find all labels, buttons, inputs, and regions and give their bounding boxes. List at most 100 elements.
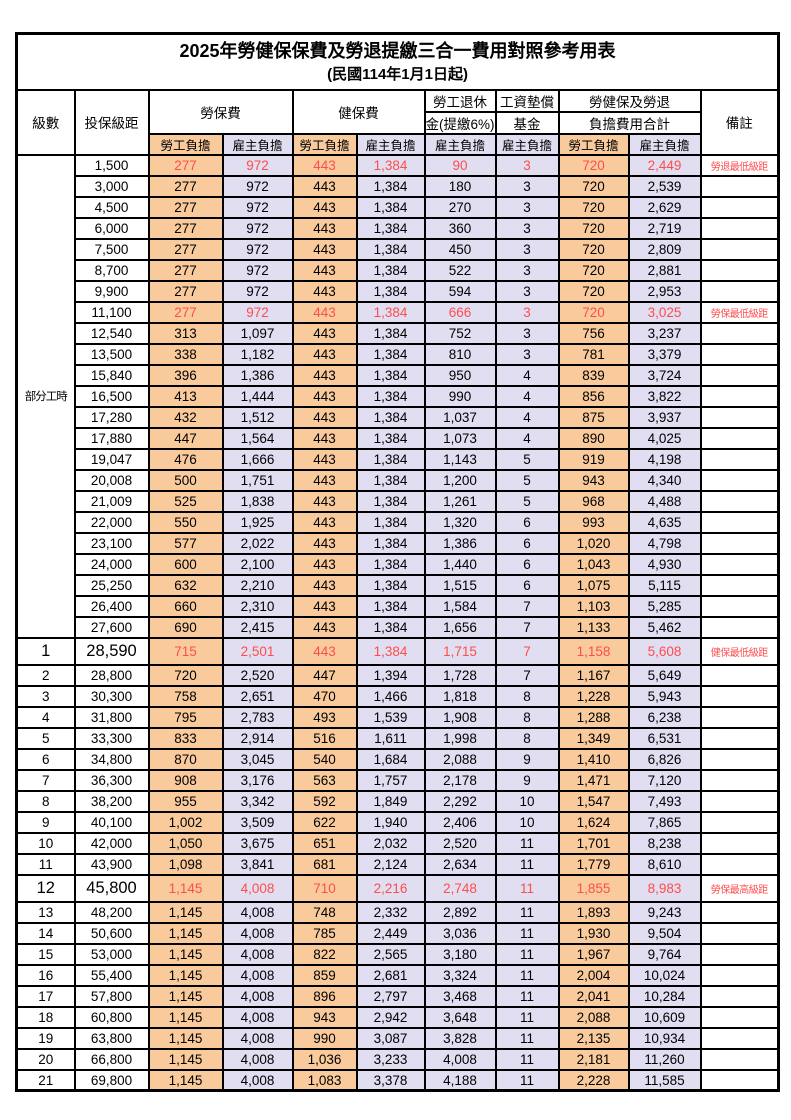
level-cell: 12	[15, 873, 76, 903]
total-employer-cell: 9,764	[627, 942, 702, 966]
pension-employer-cell: 1,440	[423, 552, 497, 576]
level-cell: 3	[15, 684, 76, 708]
pension-employer-cell: 2,634	[423, 852, 497, 876]
health-employer-cell: 2,681	[355, 963, 426, 987]
wage-fund-employer-cell: 10	[494, 789, 560, 813]
table-row: 6,000 277 972 443 1,384 360 3 720 2,719	[17, 216, 780, 240]
remark-cell	[699, 552, 780, 576]
health-employer-cell: 3,378	[355, 1068, 426, 1092]
total-employer-cell: 2,449	[627, 153, 702, 177]
total-employer-cell: 4,930	[627, 552, 702, 576]
remark-cell	[699, 984, 780, 1008]
table-row: 19 63,800 1,145 4,008 990 3,087 3,828 11 2,135 10…	[15, 1026, 780, 1050]
total-employee-cell: 781	[557, 342, 630, 366]
pension-employer-cell: 1,998	[423, 726, 497, 750]
pension-employer-cell: 1,386	[423, 531, 497, 555]
remark-cell	[699, 1026, 780, 1050]
total-employee-cell: 2,135	[557, 1026, 630, 1050]
health-employer-cell: 1,384	[355, 216, 426, 240]
wage-fund-employer-cell: 7	[494, 663, 560, 687]
total-employee-cell: 2,041	[557, 984, 630, 1008]
level-cell: 10	[15, 831, 76, 855]
remark-cell	[699, 342, 780, 366]
health-employer-cell: 1,384	[355, 195, 426, 219]
health-employee-cell: 1,036	[291, 1047, 358, 1071]
pension-employer-cell: 3,648	[423, 1005, 497, 1029]
table-row: 17,280 432 1,512 443 1,384 1,037 4 875 3,937	[17, 405, 780, 429]
health-employer-cell: 1,384	[355, 636, 426, 666]
remark-cell	[699, 768, 780, 792]
labor-employer-cell: 4,008	[221, 942, 294, 966]
remark-cell: 勞保最高級距	[699, 873, 780, 903]
labor-employer-cell: 4,008	[221, 984, 294, 1008]
table-row: 6 34,800 870 3,045 540 1,684 2,088 9 1,410 6,826	[15, 747, 780, 771]
health-employee-cell: 470	[291, 684, 358, 708]
labor-employer-cell: 2,783	[221, 705, 294, 729]
labor-employee-cell: 277	[147, 279, 224, 303]
pension-employer-cell: 4,008	[423, 1047, 497, 1071]
health-employer-cell: 2,332	[355, 900, 426, 924]
labor-employer-cell: 4,008	[221, 1068, 294, 1092]
pension-employer-cell: 1,656	[423, 615, 497, 639]
remark-cell	[699, 468, 780, 492]
remark-cell: 勞保最低級距	[699, 300, 780, 324]
pension-employer-cell: 1,584	[423, 594, 497, 618]
bracket-cell: 63,800	[73, 1026, 150, 1050]
labor-employee-cell: 525	[147, 489, 224, 513]
total-employer-cell: 11,260	[627, 1047, 702, 1071]
wage-fund-employer-cell: 11	[494, 1068, 560, 1092]
labor-employee-cell: 833	[147, 726, 224, 750]
table-row: 4 31,800 795 2,783 493 1,539 1,908 8 1,288 6,238	[15, 705, 780, 729]
remark-cell	[699, 831, 780, 855]
health-employer-cell: 1,394	[355, 663, 426, 687]
total-employee-cell: 1,228	[557, 684, 630, 708]
total-employer-cell: 4,198	[627, 447, 702, 471]
health-employer-cell: 1,757	[355, 768, 426, 792]
health-employee-cell: 443	[291, 594, 358, 618]
health-employer-cell: 1,384	[355, 363, 426, 387]
labor-employee-cell: 1,098	[147, 852, 224, 876]
health-employer-cell: 1,384	[355, 447, 426, 471]
bracket-cell: 26,400	[73, 594, 150, 618]
remark-cell	[699, 363, 780, 387]
total-employer-cell: 2,953	[627, 279, 702, 303]
remark-cell	[699, 195, 780, 219]
remark-cell	[699, 321, 780, 345]
total-employee-cell: 720	[557, 300, 630, 324]
wage-fund-employer-cell: 10	[494, 810, 560, 834]
remark-cell	[699, 216, 780, 240]
pension-employer-cell: 2,292	[423, 789, 497, 813]
total-employee-cell: 943	[557, 468, 630, 492]
total-employee-cell: 1,020	[557, 531, 630, 555]
total-employee-cell: 1,133	[557, 615, 630, 639]
labor-employer-cell: 972	[221, 153, 294, 177]
level-cell: 20	[15, 1047, 76, 1071]
level-cell: 4	[15, 705, 76, 729]
remark-cell	[699, 615, 780, 639]
bracket-cell: 13,500	[73, 342, 150, 366]
table-row: 21 69,800 1,145 4,008 1,083 3,378 4,188 11 2,228…	[15, 1068, 780, 1092]
pension-employer-cell: 1,261	[423, 489, 497, 513]
total-employee-cell: 1,158	[557, 636, 630, 666]
health-employer-cell: 2,797	[355, 984, 426, 1008]
health-employee-cell: 592	[291, 789, 358, 813]
table-row: 7,500 277 972 443 1,384 450 3 720 2,809	[17, 237, 780, 261]
total-group-header-line1: 勞健保及勞退	[557, 88, 702, 113]
labor-employee-cell: 277	[147, 237, 224, 261]
labor-employee-cell: 313	[147, 321, 224, 345]
labor-employer-cell: 4,008	[221, 873, 294, 903]
health-employer-cell: 1,384	[355, 342, 426, 366]
wage-fund-employer-cell: 11	[494, 942, 560, 966]
labor-employee-cell: 908	[147, 768, 224, 792]
level-column-header: 級數	[15, 88, 76, 156]
total-employee-cell: 993	[557, 510, 630, 534]
pension-employer-cell: 666	[423, 300, 497, 324]
bracket-cell: 15,840	[73, 363, 150, 387]
wage-fund-employer-cell: 6	[494, 510, 560, 534]
table-row: 部分工時 1,500 277 972 443 1,384 90 3 720 2,449 勞退最低級距	[15, 153, 780, 639]
wage-fund-employer-cell: 3	[494, 258, 560, 282]
health-employer-cell: 1,384	[355, 510, 426, 534]
total-employer-cell: 4,488	[627, 489, 702, 513]
labor-employee-cell: 1,002	[147, 810, 224, 834]
total-employee-cell: 1,547	[557, 789, 630, 813]
